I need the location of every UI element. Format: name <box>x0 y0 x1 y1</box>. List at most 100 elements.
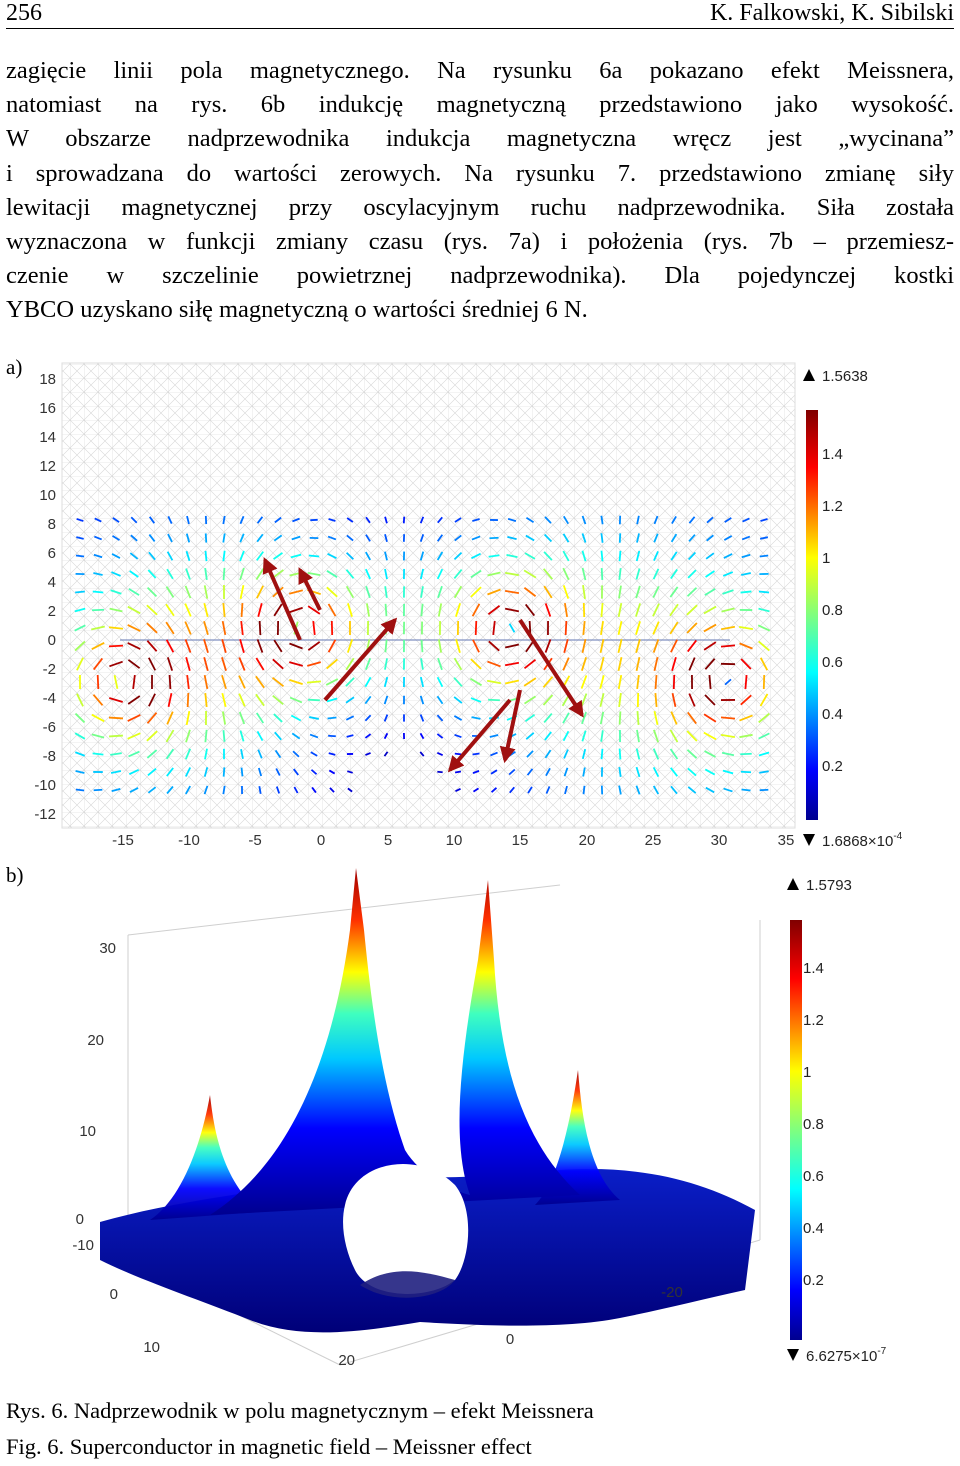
y3-tick: 0 <box>110 1286 118 1303</box>
field-arrow <box>670 568 678 580</box>
field-arrow <box>454 770 462 774</box>
field-arrow <box>238 657 246 671</box>
x-tick: 10 <box>446 832 463 849</box>
field-arrow <box>165 621 175 635</box>
field-arrow <box>255 693 265 707</box>
field-arrow <box>307 661 321 667</box>
field-arrow <box>74 607 86 613</box>
field-arrow <box>222 767 226 777</box>
field-arrow <box>600 550 604 562</box>
field-arrow <box>562 712 570 724</box>
field-arrow <box>384 658 388 670</box>
field-arrow <box>146 604 158 616</box>
field-arrow <box>562 657 570 671</box>
field-arrow <box>92 752 104 756</box>
z-axis-ticks: 30 20 10 0 <box>76 940 116 1228</box>
field-arrow <box>127 642 141 650</box>
field-arrow <box>453 585 463 599</box>
field-arrow <box>470 569 482 579</box>
field-arrow <box>527 786 533 794</box>
field-arrow <box>384 603 388 617</box>
field-arrow <box>165 729 175 743</box>
field-arrow <box>544 603 552 617</box>
field-arrow <box>221 620 227 636</box>
z-tick: 30 <box>99 940 116 957</box>
field-arrow <box>222 602 226 618</box>
field-arrow <box>455 639 461 653</box>
field-arrow <box>346 734 354 738</box>
field-arrow <box>365 516 371 524</box>
field-arrow <box>544 731 552 741</box>
colorbar-b: 1.5793 1.4 1.2 1 0.8 0.6 0.4 0.2 6.6275×… <box>787 877 887 1365</box>
field-arrow <box>326 658 338 670</box>
field-arrow <box>129 787 139 793</box>
field-arrow <box>508 623 516 633</box>
field-arrow <box>221 692 227 708</box>
field-arrow <box>185 785 191 795</box>
field-arrow <box>636 515 640 525</box>
colorbar-gradient <box>806 410 818 820</box>
field-arrow <box>364 733 372 739</box>
field-arrow <box>291 732 301 740</box>
field-arrow <box>75 590 85 594</box>
field-arrow <box>758 712 770 724</box>
field-arrow <box>238 693 246 707</box>
field-arrow <box>471 603 481 617</box>
field-arrow <box>308 554 320 558</box>
field-arrow <box>544 749 552 759</box>
field-arrow <box>471 535 481 541</box>
min-triangle-icon <box>803 834 815 846</box>
y-axis-ticks-3d: -10 0 10 20 <box>72 1237 355 1369</box>
field-arrow <box>222 515 226 525</box>
field-arrow <box>204 533 208 543</box>
field-arrow <box>419 568 425 580</box>
field-arrow <box>703 713 717 723</box>
field-arrow <box>740 658 752 670</box>
field-arrow <box>470 586 482 598</box>
field-arrow <box>165 586 175 598</box>
field-arrow <box>636 711 640 725</box>
field-arrow <box>365 551 371 561</box>
field-arrow <box>635 621 641 635</box>
field-arrow <box>562 585 570 599</box>
field-arrow <box>653 533 659 543</box>
field-arrow <box>618 550 622 562</box>
field-arrow <box>582 785 586 795</box>
field-arrow <box>128 768 140 776</box>
surface-peak <box>150 1095 260 1220</box>
field-arrow <box>130 516 138 524</box>
field-arrow <box>618 711 622 725</box>
field-arrow <box>166 785 174 795</box>
field-arrow <box>617 674 623 690</box>
x3-tick: -20 <box>661 1284 683 1301</box>
field-arrow-strong <box>298 567 322 611</box>
field-arrow <box>507 733 517 739</box>
field-arrow <box>185 657 191 671</box>
field-arrow <box>563 767 569 777</box>
field-arrow <box>274 731 282 741</box>
field-arrow <box>703 605 717 615</box>
field-arrow <box>420 658 424 670</box>
field-arrow <box>168 674 172 690</box>
field-arrow <box>129 570 139 578</box>
field-arrow <box>436 534 444 542</box>
field-arrow <box>257 767 263 777</box>
field-arrow <box>289 571 303 577</box>
field-arrow <box>256 639 264 653</box>
axes-box <box>127 884 761 1366</box>
field-arrow <box>256 533 264 543</box>
field-arrow <box>544 639 552 653</box>
field-arrow <box>74 712 86 724</box>
field-arrow <box>113 674 119 690</box>
field-arrow <box>127 624 141 632</box>
field-arrow <box>127 695 141 705</box>
x-axis-ticks-3d: 0 -20 <box>506 1284 683 1348</box>
field-arrow <box>506 715 518 721</box>
field-arrow <box>617 620 623 636</box>
field-arrow <box>76 518 84 522</box>
field-arrow <box>74 732 86 740</box>
field-arrow <box>453 657 463 671</box>
field-arrow <box>273 639 283 653</box>
z-tick: 0 <box>76 1211 84 1228</box>
field-arrow <box>723 535 733 541</box>
